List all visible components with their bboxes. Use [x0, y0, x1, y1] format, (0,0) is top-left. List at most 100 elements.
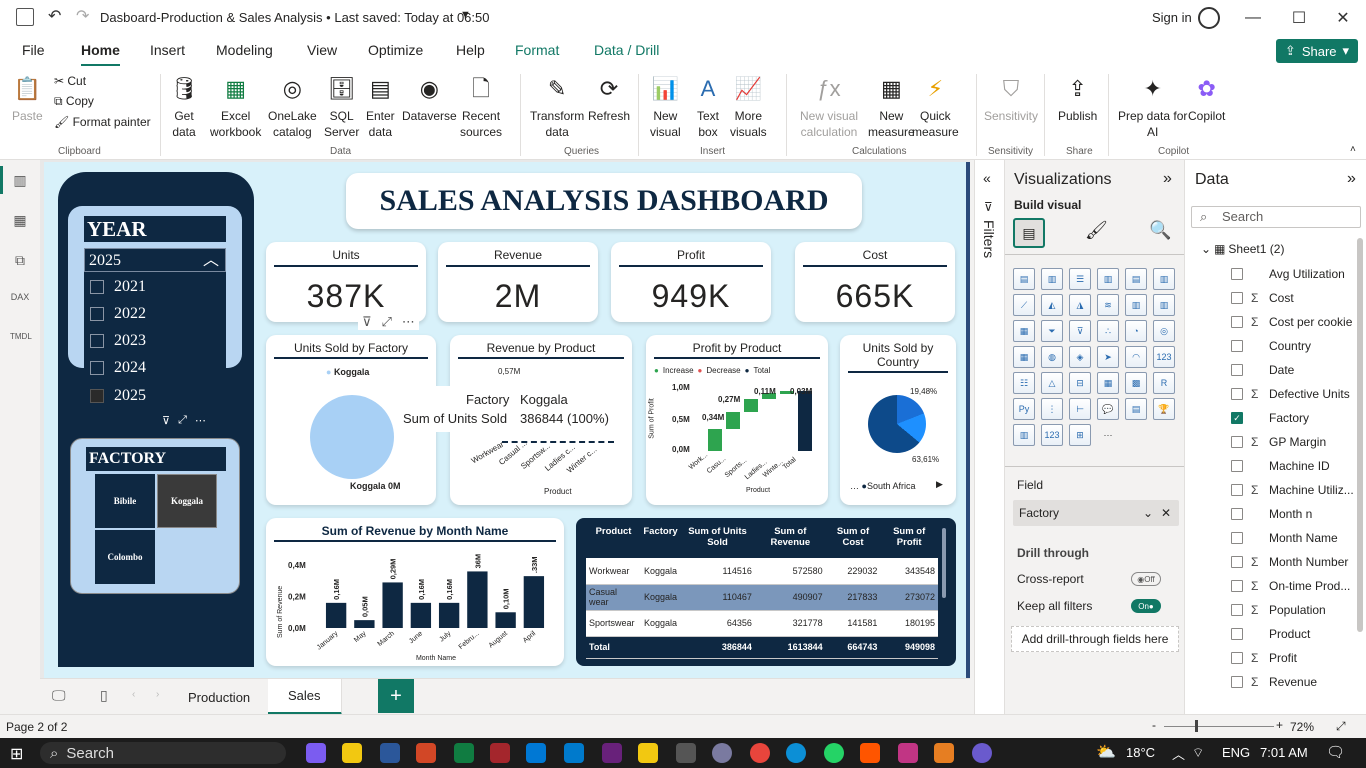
line-stacked-icon[interactable]: ▥ — [1153, 294, 1175, 316]
copy-button[interactable]: ⧉ Copy — [54, 94, 151, 109]
card-icon[interactable]: 123 — [1153, 346, 1175, 368]
table-row[interactable]: Casual wear Koggala 110467 490907 217833 27… — [586, 584, 938, 611]
zoom-in-button[interactable]: + — [1276, 718, 1284, 732]
checkbox[interactable] — [90, 361, 104, 375]
key-influencers-icon[interactable]: ⋮ — [1041, 398, 1063, 420]
scatter-icon[interactable]: ∴ — [1097, 320, 1119, 342]
refresh-button[interactable]: ⟳ Refresh — [588, 74, 630, 124]
transform-data-button[interactable]: ✎ Transform data — [530, 74, 584, 140]
network-icon[interactable]: ⌔ — [1192, 745, 1205, 760]
chart-bar[interactable] — [354, 620, 375, 628]
waterfall-bar[interactable] — [780, 391, 794, 394]
column-header[interactable]: Sum of Profit — [893, 526, 926, 548]
checkbox[interactable] — [90, 307, 104, 321]
column-header[interactable]: Sum of Cost — [836, 526, 870, 548]
data-field-item[interactable]: Month Name — [1231, 526, 1338, 550]
tab-help[interactable]: Help — [456, 42, 485, 58]
soundcloud-icon[interactable] — [860, 743, 880, 763]
keep-filters-toggle[interactable]: On ● — [1131, 599, 1161, 613]
desktop-layout-icon[interactable]: 🖵 — [52, 687, 66, 703]
checkbox[interactable] — [1231, 484, 1243, 496]
column-header[interactable]: Product — [595, 526, 632, 537]
outlook-icon[interactable] — [526, 743, 546, 763]
save-icon[interactable] — [16, 8, 34, 26]
decomposition-tree-icon[interactable]: ⊢ — [1069, 398, 1091, 420]
chevron-up-icon[interactable]: ︿ — [1172, 747, 1186, 762]
page-tab-production[interactable]: Production — [168, 679, 272, 715]
chart-bar[interactable] — [438, 602, 460, 628]
data-field-item[interactable]: Month n — [1231, 502, 1312, 526]
azure-map-icon[interactable]: ➤ — [1097, 346, 1119, 368]
table-icon[interactable]: ▦ — [1097, 372, 1119, 394]
checkbox[interactable] — [90, 280, 104, 294]
build-visual-tab[interactable]: ▤ — [1013, 218, 1045, 248]
year-option[interactable]: 2023 — [90, 329, 146, 353]
copilot-button[interactable]: ✿ Copilot — [1188, 74, 1225, 124]
data-search-input[interactable]: ⌕ Search — [1191, 206, 1361, 228]
donut-icon[interactable]: ◎ — [1153, 320, 1175, 342]
table-row[interactable]: Workwear Koggala 114516 572580 229032 34354… — [586, 558, 938, 585]
data-field-item[interactable]: Country — [1231, 334, 1311, 358]
tab-home[interactable]: Home — [81, 42, 120, 67]
checkbox[interactable] — [1231, 436, 1243, 448]
sign-in-link[interactable]: Sign in — [1152, 10, 1192, 25]
revenue-by-month-visual[interactable]: Sum of Revenue by Month Name Sum of Reve… — [266, 518, 564, 666]
app-icon[interactable] — [676, 743, 696, 763]
donut-chart[interactable] — [868, 395, 926, 453]
python-visual-icon[interactable]: Py — [1013, 398, 1035, 420]
chart-bar[interactable] — [325, 602, 347, 628]
profit-by-product-visual[interactable]: Profit by Product ● Increase ● Decrease ● T… — [646, 335, 828, 505]
minimize-button[interactable]: — — [1245, 9, 1261, 26]
smart-narrative-icon[interactable]: ▤ — [1125, 398, 1147, 420]
waterfall-icon[interactable]: ▦ — [1013, 320, 1035, 342]
canvas-scrollbar[interactable] — [966, 162, 970, 678]
funnel2-icon[interactable]: ⊽ — [1069, 320, 1091, 342]
data-scrollbar[interactable] — [1357, 238, 1363, 632]
share-button[interactable]: ⇪ Share ▾ — [1276, 39, 1358, 63]
data-field-item[interactable]: Product — [1231, 622, 1310, 646]
redo-icon[interactable]: ↷ — [76, 8, 90, 25]
year-dropdown[interactable]: 2025 ︿ — [84, 248, 226, 272]
checkbox[interactable] — [1231, 268, 1243, 280]
filter-icon[interactable]: ⊽ — [362, 314, 372, 329]
tab-optimize[interactable]: Optimize — [368, 42, 424, 58]
zoom-slider-thumb[interactable] — [1195, 720, 1198, 732]
stacked-column-icon[interactable]: ▥ — [1041, 268, 1063, 290]
table-node[interactable]: ⌄ ▦ Sheet1 (2) — [1201, 242, 1284, 256]
more-visuals-icon[interactable]: ··· — [1103, 430, 1113, 440]
whatsapp-icon[interactable] — [824, 743, 844, 763]
cut-button[interactable]: ✂ Cut — [54, 74, 151, 88]
app-icon[interactable] — [934, 743, 954, 763]
zoom-slider[interactable] — [1164, 726, 1274, 727]
checkbox[interactable] — [1231, 388, 1243, 400]
close-button[interactable]: ✕ — [1336, 10, 1350, 27]
more-visuals-button[interactable]: 📈 More visuals — [730, 74, 767, 140]
app-icon[interactable] — [972, 743, 992, 763]
filters-pane-collapsed[interactable]: « ⊽ Filters — [974, 160, 1004, 714]
get-data-button[interactable]: 🛢 Get data — [170, 74, 198, 140]
waterfall-bar[interactable] — [726, 412, 740, 429]
table-view-icon[interactable]: ▦ — [13, 212, 27, 228]
filter-icon[interactable]: ⊽ — [162, 415, 171, 427]
tab-file[interactable]: File — [22, 42, 45, 58]
data-field-item[interactable]: Σ Machine Utiliz... — [1231, 478, 1354, 502]
chart-bar[interactable] — [410, 602, 432, 628]
waterfall-bar[interactable] — [762, 393, 776, 399]
kpi-icon[interactable]: △ — [1041, 372, 1063, 394]
data-field-item[interactable]: Σ Revenue — [1231, 670, 1317, 694]
map-icon[interactable]: ◍ — [1041, 346, 1063, 368]
taskbar-search[interactable]: ⌕ Search — [40, 742, 286, 764]
data-field-item[interactable]: Avg Utilization — [1231, 262, 1345, 286]
units-by-country-visual[interactable]: Units Sold by Country 19,48% 63,61% … ●S… — [840, 335, 956, 505]
cross-report-toggle[interactable]: ◉ Off — [1131, 572, 1161, 586]
data-field-item[interactable]: Σ Population — [1231, 598, 1326, 622]
tab-view[interactable]: View — [307, 42, 338, 58]
powerbi-icon[interactable] — [638, 743, 658, 763]
checkbox[interactable] — [1231, 316, 1243, 328]
checkbox[interactable] — [1231, 556, 1243, 568]
chart-bar[interactable] — [495, 612, 516, 628]
goals-icon[interactable]: 🏆 — [1153, 398, 1175, 420]
data-field-item[interactable]: Σ Cost — [1231, 286, 1294, 310]
vscode-icon[interactable] — [564, 743, 584, 763]
stacked-area-icon[interactable]: ◮ — [1069, 294, 1091, 316]
